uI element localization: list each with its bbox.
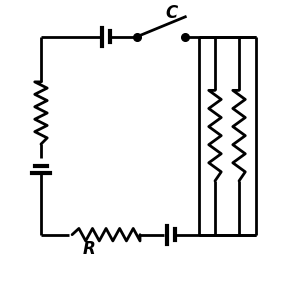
Text: C: C xyxy=(165,3,177,22)
Text: R: R xyxy=(83,240,95,258)
